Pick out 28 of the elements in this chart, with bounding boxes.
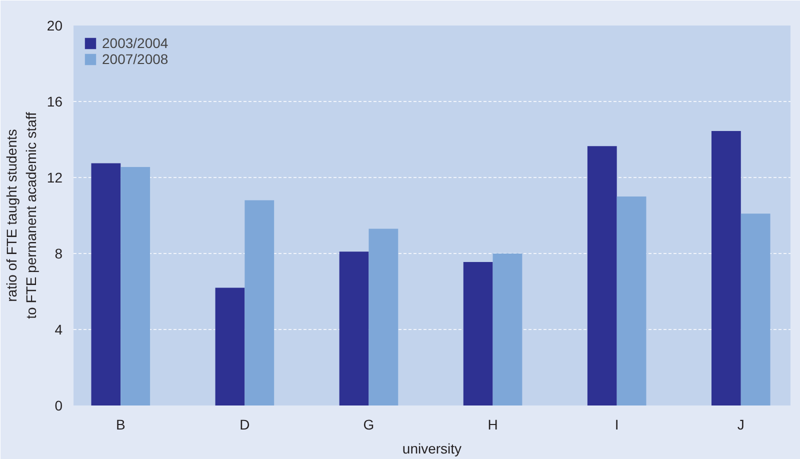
x-tick-label: B <box>116 416 126 432</box>
bar <box>215 288 245 406</box>
y-tick-label: 0 <box>54 398 63 414</box>
bar <box>91 163 121 406</box>
x-tick-label: G <box>363 416 374 432</box>
y-axis-title: ratio of FTE taught students to FTE permanent academic staff <box>4 112 39 319</box>
bar <box>587 146 617 406</box>
x-tick-label: J <box>737 416 744 432</box>
bar <box>368 228 398 406</box>
bar <box>120 167 150 406</box>
x-axis-title: university <box>402 440 462 456</box>
bar <box>492 254 522 406</box>
y-tick-label: 12 <box>46 170 63 186</box>
y-tick-label: 20 <box>46 18 63 34</box>
bar <box>244 200 274 406</box>
x-tick-label: D <box>240 416 250 432</box>
bar <box>711 130 741 406</box>
bar <box>740 214 770 406</box>
y-tick-label: 8 <box>54 246 63 262</box>
x-tick-label: H <box>488 416 498 432</box>
legend-label: 2003/2004 <box>102 35 168 51</box>
bar <box>616 196 646 406</box>
y-tick-label: 16 <box>46 94 63 110</box>
x-tick-label: I <box>614 416 619 432</box>
y-tick-label: 4 <box>54 322 63 338</box>
bar <box>339 252 369 406</box>
legend-label: 2007/2008 <box>102 51 168 67</box>
bar <box>463 262 493 406</box>
